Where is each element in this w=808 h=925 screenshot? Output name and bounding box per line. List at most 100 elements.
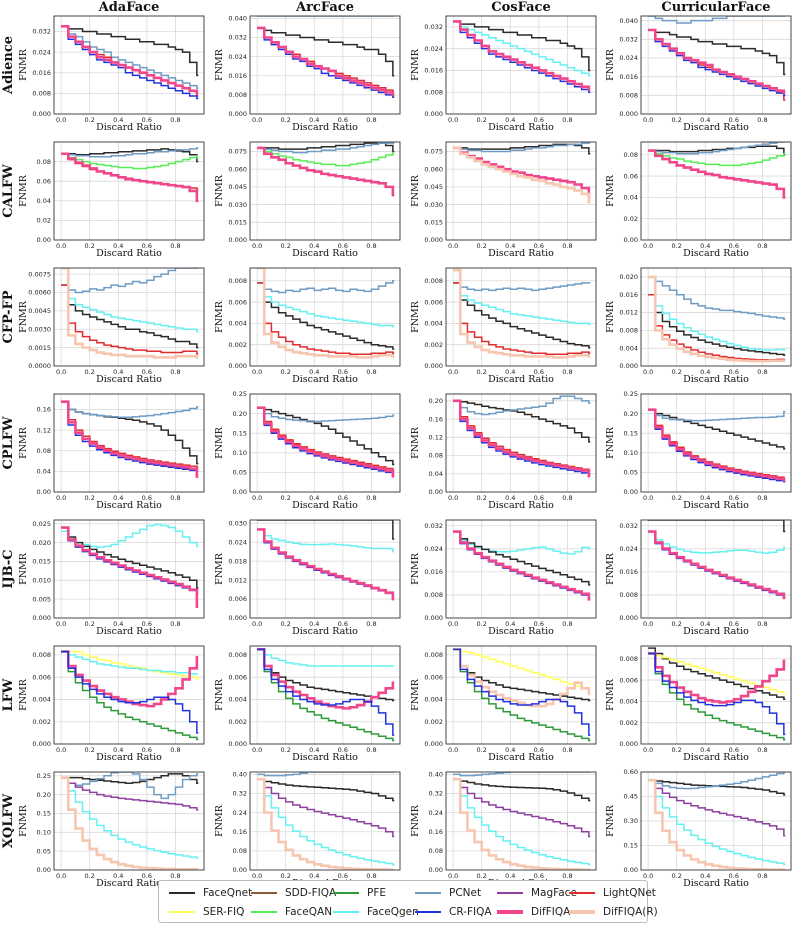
x-axis-label: Discard Ratio bbox=[292, 122, 358, 133]
x-tick-label: 0.4 bbox=[113, 242, 123, 250]
y-tick-label: 0.008 bbox=[424, 277, 443, 285]
x-tick-label: 0.2 bbox=[672, 620, 682, 628]
x-tick-label: 0.0 bbox=[448, 242, 458, 250]
x-tick-label: 0.8 bbox=[757, 746, 767, 754]
y-tick-label: 0.024 bbox=[32, 48, 51, 56]
legend-swatch bbox=[251, 892, 277, 894]
x-tick-label: 0.4 bbox=[309, 872, 319, 880]
x-tick-label: 0.4 bbox=[113, 620, 123, 628]
series-line-cr-fiqa bbox=[257, 648, 395, 736]
series-line-ser-fiq bbox=[61, 650, 199, 681]
x-tick-label: 0.0 bbox=[56, 368, 66, 376]
plot-frame bbox=[249, 141, 401, 241]
x-tick-label: 0.6 bbox=[729, 746, 739, 754]
x-tick-label: 0.6 bbox=[142, 494, 152, 502]
series-line-cr-fiqa bbox=[648, 652, 786, 736]
plot-frame bbox=[53, 393, 205, 493]
x-tick-label: 0.8 bbox=[170, 620, 180, 628]
panel-adience-arcface: 0.0 0.2 0.4 0.6 0.8 0.000 0.008 0.016 0.024 0.032… bbox=[214, 15, 401, 133]
series-line-faceqgen bbox=[453, 530, 591, 555]
y-tick-label: 0.000 bbox=[619, 740, 638, 748]
series-line-pcnet bbox=[257, 280, 395, 294]
x-tick-label: 0.0 bbox=[252, 620, 262, 628]
x-tick-label: 0.6 bbox=[338, 620, 348, 628]
series-line-diffiqa bbox=[648, 408, 786, 482]
y-tick-label: 0.012 bbox=[228, 576, 247, 584]
y-tick-label: 0.008 bbox=[32, 90, 51, 98]
x-tick-label: 0.4 bbox=[700, 242, 710, 250]
x-axis-label: Discard Ratio bbox=[96, 374, 162, 385]
x-tick-label: 0.8 bbox=[366, 116, 376, 124]
y-tick-label: 0.045 bbox=[424, 183, 443, 191]
series-line-diffiqa bbox=[648, 149, 786, 199]
plot-frame bbox=[53, 267, 205, 367]
series-group bbox=[257, 520, 395, 601]
series-line-diffiqa-r- bbox=[453, 268, 591, 359]
series-group bbox=[453, 142, 591, 204]
panel-lfw-curricularface: 0.0 0.2 0.4 0.6 0.8 0.000 0.002 0.004 0.006 0.008… bbox=[605, 645, 792, 763]
series-group bbox=[61, 523, 199, 608]
series-line-diffiqa bbox=[61, 526, 199, 608]
x-tick-label: 0.2 bbox=[672, 368, 682, 376]
series-line-cr-fiqa bbox=[61, 25, 199, 100]
x-tick-label: 0.8 bbox=[366, 242, 376, 250]
plot-frame bbox=[249, 645, 401, 745]
series-group bbox=[257, 406, 395, 478]
x-tick-label: 0.0 bbox=[448, 368, 458, 376]
y-axis-label: FNMR bbox=[410, 678, 421, 711]
x-tick-label: 0.2 bbox=[672, 872, 682, 880]
x-tick-label: 0.0 bbox=[252, 494, 262, 502]
series-line-ser-fiq bbox=[453, 648, 591, 692]
x-tick-label: 0.6 bbox=[338, 494, 348, 502]
y-axis-label: FNMR bbox=[214, 300, 225, 333]
y-tick-label: 0.024 bbox=[228, 53, 247, 61]
x-tick-label: 0.0 bbox=[643, 242, 653, 250]
x-tick-label: 0.2 bbox=[672, 494, 682, 502]
x-axis-label: Discard Ratio bbox=[683, 752, 749, 763]
panel-xqlfw-arcface: 0.00.20.40.60.80.000.080.160.240.320.40D… bbox=[214, 771, 401, 889]
series-line-faceqnet bbox=[648, 145, 786, 156]
series-line-cr-fiqa bbox=[648, 530, 786, 598]
panel-ijb-c-adaface: 0.0 0.2 0.4 0.6 0.8 0.000 0.005 0.010 0.015 0.020… bbox=[18, 519, 205, 637]
x-tick-label: 0.0 bbox=[643, 368, 653, 376]
y-tick-label: 0.000 bbox=[228, 362, 247, 370]
series-line-faceqnet bbox=[648, 293, 786, 357]
series-line-faceqgen bbox=[61, 650, 199, 675]
x-tick-label: 0.6 bbox=[534, 620, 544, 628]
plot-frame bbox=[640, 267, 792, 367]
series-line-magface bbox=[257, 778, 395, 838]
y-tick-label: 0.000 bbox=[228, 614, 247, 622]
x-tick-label: 0.4 bbox=[505, 242, 515, 250]
y-tick-label: 0.006 bbox=[32, 673, 51, 681]
legend-swatch bbox=[569, 910, 595, 914]
y-axis-label: FNMR bbox=[410, 174, 421, 207]
x-tick-label: 0.8 bbox=[757, 620, 767, 628]
y-tick-label: 0.30 bbox=[624, 817, 638, 825]
y-tick-label: 0.32 bbox=[429, 790, 443, 798]
y-tick-label: 0.016 bbox=[619, 291, 638, 299]
y-tick-label: 0.000 bbox=[32, 110, 51, 118]
x-tick-label: 0.2 bbox=[85, 368, 95, 376]
series-line-faceqnet bbox=[453, 530, 591, 586]
series-line-diffiqa-r- bbox=[648, 778, 786, 870]
y-tick-label: 0.016 bbox=[424, 568, 443, 576]
series-line-faceqnet bbox=[453, 282, 591, 349]
x-tick-label: 0.8 bbox=[366, 872, 376, 880]
series-line-cr-fiqa bbox=[453, 400, 591, 475]
y-tick-label: 0.00 bbox=[233, 488, 247, 496]
x-axis-label: Discard Ratio bbox=[488, 626, 554, 637]
series-group bbox=[257, 16, 395, 99]
legend-swatch bbox=[497, 892, 523, 894]
series-group bbox=[61, 650, 199, 741]
series-line-diffiqa-r- bbox=[61, 776, 199, 870]
y-axis-label: FNMR bbox=[410, 552, 421, 585]
series-line-cr-fiqa bbox=[453, 648, 591, 736]
x-tick-label: 0.0 bbox=[252, 746, 262, 754]
x-tick-label: 0.4 bbox=[309, 116, 319, 124]
x-tick-label: 0.8 bbox=[170, 242, 180, 250]
series-line-diffiqa-r- bbox=[257, 268, 395, 359]
series-line-pcnet bbox=[61, 772, 199, 800]
series-group bbox=[257, 648, 395, 742]
x-axis-label: Discard Ratio bbox=[488, 374, 554, 385]
series-group bbox=[257, 772, 395, 870]
